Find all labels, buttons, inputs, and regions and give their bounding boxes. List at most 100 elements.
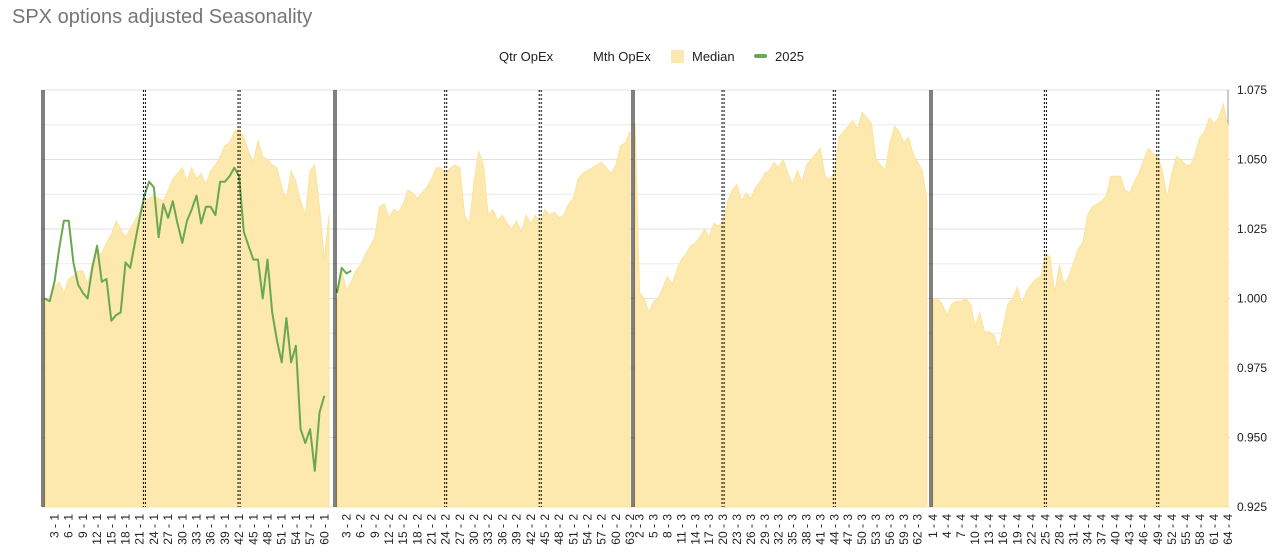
- x-tick-label: 11 - 3: [674, 514, 688, 544]
- x-tick-label: 44 - 3: [827, 514, 841, 545]
- x-tick-label: 2 - 3: [633, 514, 647, 538]
- x-tick-label: 18 - 2: [410, 514, 424, 545]
- x-tick-label: 51 - 1: [275, 514, 289, 545]
- median-area-q1: [44, 128, 330, 508]
- x-tick-label: 51 - 2: [566, 514, 580, 545]
- x-tick-label: 1 - 4: [926, 514, 940, 538]
- y-tick-label: 1.000: [1237, 292, 1267, 306]
- x-tick-label: 8 - 3: [660, 514, 674, 538]
- series-2025-lines: [44, 166, 352, 472]
- x-tick-label: 60 - 2: [609, 514, 623, 545]
- legend-swatch-2025: [754, 54, 767, 58]
- x-tick-label: 55 - 4: [1179, 514, 1193, 545]
- x-tick-label: 12 - 2: [382, 514, 396, 545]
- x-tick-label: 15 - 1: [104, 514, 118, 545]
- x-tick-label: 57 - 1: [303, 514, 317, 545]
- y-tick-label: 0.975: [1237, 361, 1267, 375]
- x-tick-label: 45 - 1: [246, 514, 260, 545]
- x-tick-label: 17 - 3: [702, 514, 716, 545]
- x-tick-label: 30 - 1: [175, 514, 189, 545]
- y-axis-ticks: 0.925 0.950 0.975 1.000 1.025 1.050 1.075: [1237, 83, 1267, 514]
- x-tick-label: 24 - 1: [147, 514, 161, 545]
- legend-label-median: Median: [692, 48, 735, 64]
- x-tick-label: 20 - 3: [716, 514, 730, 545]
- x-tick-label: 54 - 2: [581, 514, 595, 545]
- y-tick-label: 0.925: [1237, 500, 1267, 514]
- x-tick-label: 40 - 4: [1109, 514, 1123, 545]
- x-tick-label: 57 - 2: [595, 514, 609, 545]
- x-tick-label: 10 - 4: [968, 514, 982, 545]
- median-area-q4: [932, 102, 1229, 508]
- legend-item-mth-opex: Mth OpEx: [593, 46, 651, 66]
- x-tick-label: 42 - 1: [232, 514, 246, 545]
- x-tick-label: 25 - 4: [1038, 514, 1052, 545]
- x-tick-label: 9 - 2: [368, 514, 382, 538]
- median-area-q3: [634, 111, 928, 508]
- x-tick-label: 62 - 3: [911, 514, 925, 545]
- x-tick-label: 45 - 2: [538, 514, 552, 545]
- x-tick-label: 58 - 4: [1193, 514, 1207, 545]
- x-tick-label: 9 - 1: [76, 514, 90, 538]
- x-tick-label: 42 - 2: [524, 514, 538, 545]
- x-tick-label: 54 - 1: [289, 514, 303, 545]
- x-tick-label: 56 - 3: [883, 514, 897, 545]
- x-tick-label: 36 - 2: [495, 514, 509, 545]
- x-tick-label: 35 - 3: [786, 514, 800, 545]
- y-tick-label: 0.950: [1237, 431, 1267, 445]
- x-tick-label: 16 - 4: [996, 514, 1010, 545]
- x-tick-label: 47 - 3: [841, 514, 855, 545]
- x-tick-label: 4 - 4: [940, 514, 954, 538]
- x-tick-label: 39 - 1: [218, 514, 232, 545]
- x-tick-label: 48 - 1: [261, 514, 275, 545]
- median-area-q2: [336, 131, 631, 508]
- legend-item-median: Median: [671, 46, 735, 66]
- x-tick-label: 24 - 2: [439, 514, 453, 545]
- legend-item-qtr-opex: Qtr OpEx: [499, 46, 553, 66]
- x-tick-label: 43 - 4: [1123, 514, 1137, 545]
- y-tick-label: 1.075: [1237, 83, 1267, 97]
- x-tick-label: 41 - 3: [813, 514, 827, 545]
- x-tick-label: 60 - 1: [317, 514, 331, 545]
- legend-label-qtr-opex: Qtr OpEx: [499, 48, 554, 64]
- x-tick-label: 59 - 3: [897, 514, 911, 545]
- x-tick-label: 28 - 4: [1052, 514, 1066, 545]
- chart-legend: Qtr OpEx Mth OpEx Median 2025: [0, 46, 1282, 66]
- legend-swatch-median: [671, 49, 684, 63]
- x-tick-label: 6 - 1: [62, 514, 76, 538]
- x-tick-label: 15 - 2: [396, 514, 410, 545]
- x-tick-label: 34 - 4: [1081, 514, 1095, 545]
- series-2025-line-q1: [44, 166, 326, 472]
- x-tick-label: 3 - 2: [340, 514, 354, 538]
- y-tick-label: 1.025: [1237, 222, 1267, 236]
- x-tick-label: 63 - 2: [623, 514, 637, 545]
- x-tick-label: 7 - 4: [954, 514, 968, 538]
- legend-label-2025: 2025: [775, 48, 804, 64]
- x-tick-label: 22 - 4: [1024, 514, 1038, 545]
- x-tick-label: 26 - 3: [744, 514, 758, 545]
- x-tick-label: 12 - 1: [90, 514, 104, 545]
- x-tick-label: 52 - 4: [1165, 514, 1179, 545]
- x-tick-label: 39 - 2: [510, 514, 524, 545]
- x-tick-label: 19 - 4: [1010, 514, 1024, 545]
- x-tick-label: 46 - 4: [1137, 514, 1151, 545]
- x-tick-label: 21 - 2: [425, 514, 439, 545]
- x-tick-label: 49 - 4: [1151, 514, 1165, 545]
- x-tick-label: 29 - 3: [758, 514, 772, 545]
- x-tick-label: 21 - 1: [133, 514, 147, 545]
- legend-label-mth-opex: Mth OpEx: [593, 48, 651, 64]
- x-tick-label: 36 - 1: [204, 514, 218, 545]
- x-tick-label: 53 - 3: [869, 514, 883, 545]
- x-tick-label: 30 - 2: [467, 514, 481, 545]
- x-tick-label: 27 - 1: [161, 514, 175, 545]
- legend-item-2025: 2025: [754, 46, 804, 66]
- median-areas: [44, 102, 1229, 508]
- x-tick-label: 6 - 2: [354, 514, 368, 538]
- opex-markers: [41, 90, 1160, 507]
- x-tick-label: 37 - 4: [1095, 514, 1109, 545]
- x-tick-label: 48 - 2: [552, 514, 566, 545]
- x-tick-label: 32 - 3: [772, 514, 786, 545]
- x-tick-label: 23 - 3: [730, 514, 744, 545]
- x-tick-label: 27 - 2: [453, 514, 467, 545]
- x-tick-label: 64 - 4: [1221, 514, 1235, 545]
